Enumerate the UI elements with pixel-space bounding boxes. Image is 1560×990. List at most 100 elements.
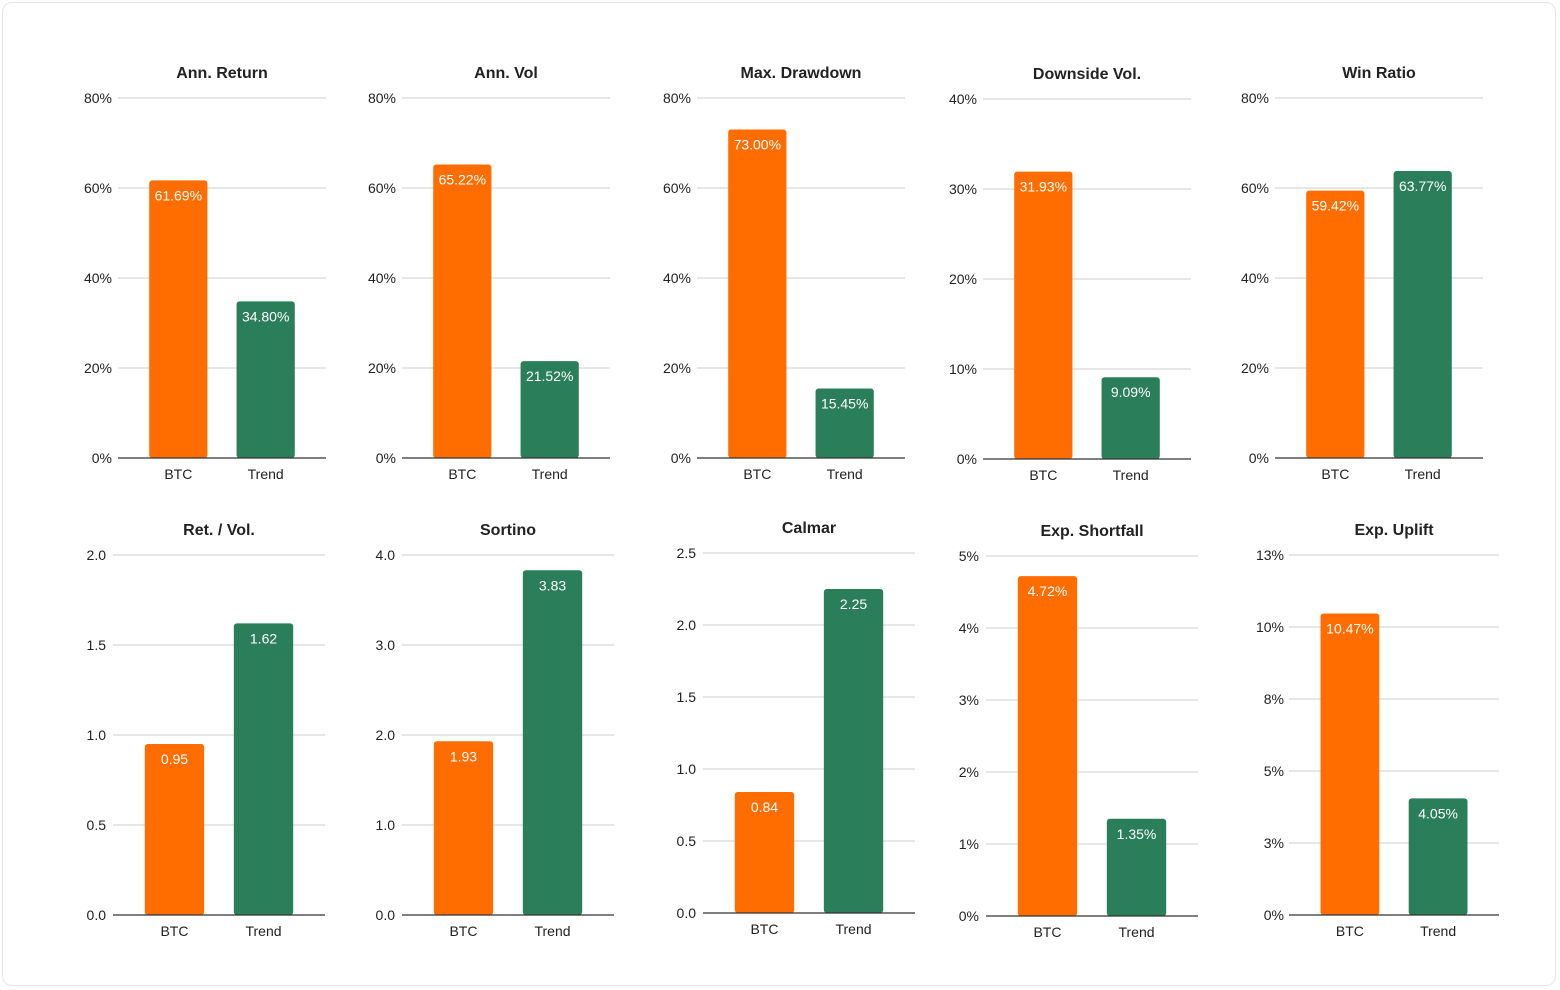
x-category-label: Trend <box>1118 924 1154 940</box>
y-tick-label: 3.0 <box>376 637 396 653</box>
bar-btc <box>1306 190 1365 459</box>
bar-trend <box>520 361 579 458</box>
y-tick-label: 2.0 <box>87 547 107 563</box>
bar-trend <box>236 301 295 458</box>
data-label: 63.77% <box>1399 178 1446 194</box>
data-label: 15.45% <box>821 395 868 411</box>
y-tick-label: 0% <box>1249 450 1269 466</box>
y-tick-label: 2.5 <box>677 545 697 561</box>
y-tick-label: 30% <box>949 181 977 197</box>
data-label: 9.09% <box>1111 384 1151 400</box>
x-category-label: BTC <box>1029 467 1057 483</box>
data-label: 0.84 <box>751 799 778 815</box>
x-category-label: Trend <box>1113 467 1149 483</box>
y-tick-label: 20% <box>949 271 977 287</box>
y-tick-label: 0.0 <box>677 905 697 921</box>
data-label: 34.80% <box>242 308 289 324</box>
x-category-label: BTC <box>743 466 771 482</box>
x-category-label: BTC <box>750 921 778 937</box>
chart-panel-7: Sortino 0.0 1.0 2.0 3.0 4.0 1.93 BTC 3.83 Trend <box>376 522 614 939</box>
y-tick-label: 1.0 <box>87 727 107 743</box>
data-label: 61.69% <box>155 187 202 203</box>
y-tick-label: 0% <box>957 451 977 467</box>
y-tick-label: 1.0 <box>677 761 697 777</box>
chart-title: Win Ratio <box>1342 65 1416 82</box>
y-tick-label: 80% <box>368 90 396 106</box>
y-tick-label: 10% <box>949 361 977 377</box>
y-tick-label: 0.0 <box>87 907 107 923</box>
y-tick-label: 2.0 <box>677 617 697 633</box>
x-category-label: Trend <box>835 921 871 937</box>
y-tick-label: 60% <box>84 180 112 196</box>
chart-title: Sortino <box>480 522 536 539</box>
data-label: 1.35% <box>1117 826 1157 842</box>
y-tick-label: 0% <box>92 450 112 466</box>
y-tick-label: 4% <box>959 620 979 636</box>
chart-panel-6: Ret. / Vol. 0.0 0.5 1.0 1.5 2.0 0.95 BTC 1.62 Tre… <box>87 522 325 939</box>
bar-trend <box>1106 818 1167 916</box>
x-category-label: BTC <box>1033 924 1061 940</box>
y-tick-label: 20% <box>84 360 112 376</box>
y-tick-label: 80% <box>1241 90 1269 106</box>
data-label: 4.72% <box>1028 583 1068 599</box>
data-label: 3.83 <box>539 577 566 593</box>
y-tick-label: 60% <box>663 180 691 196</box>
bar-btc <box>1320 613 1380 915</box>
bar-trend <box>1393 171 1452 458</box>
x-category-label: BTC <box>164 466 192 482</box>
y-tick-label: 1.5 <box>87 637 107 653</box>
bar-btc <box>1014 171 1073 459</box>
y-tick-label: 3% <box>959 692 979 708</box>
y-tick-label: 0% <box>1264 907 1284 923</box>
chart-title: Calmar <box>782 520 836 537</box>
chart-title: Exp. Shortfall <box>1040 523 1143 540</box>
y-tick-label: 2.0 <box>376 727 396 743</box>
y-tick-label: 4.0 <box>376 547 396 563</box>
y-tick-label: 0% <box>671 450 691 466</box>
chart-panel-3: Max. Drawdown 0% 20% 40% 60% 80% 73.00% BTC 15.4… <box>663 65 905 482</box>
bar-btc <box>144 744 205 915</box>
chart-title: Downside Vol. <box>1033 66 1141 83</box>
x-category-label: Trend <box>248 466 284 482</box>
y-tick-label: 10% <box>1256 619 1284 635</box>
y-tick-label: 1.0 <box>376 817 396 833</box>
chart-panel-2: Ann. Vol 0% 20% 40% 60% 80% 65.22% BTC 21.52% Tre… <box>368 65 610 482</box>
y-tick-label: 2% <box>959 764 979 780</box>
y-tick-label: 0% <box>376 450 396 466</box>
chart-title: Ret. / Vol. <box>183 522 255 539</box>
data-label: 4.05% <box>1418 805 1458 821</box>
x-category-label: Trend <box>534 923 570 939</box>
chart-title: Ann. Vol <box>474 65 538 82</box>
y-tick-label: 40% <box>949 91 977 107</box>
chart-title: Max. Drawdown <box>741 65 862 82</box>
bar-btc <box>734 792 795 913</box>
x-category-label: Trend <box>532 466 568 482</box>
y-tick-label: 1.5 <box>677 689 697 705</box>
y-tick-label: 20% <box>1241 360 1269 376</box>
x-category-label: Trend <box>1420 923 1456 939</box>
data-label: 0.95 <box>161 751 188 767</box>
chart-panel-1: Ann. Return 0% 20% 40% 60% 80% 61.69% BTC 34.80%… <box>84 65 326 482</box>
data-label: 59.42% <box>1312 198 1359 214</box>
y-tick-label: 0% <box>959 908 979 924</box>
data-label: 65.22% <box>439 172 486 188</box>
chart-title: Ann. Return <box>176 65 268 82</box>
y-tick-label: 3% <box>1264 835 1284 851</box>
bar-btc <box>149 180 208 458</box>
x-category-label: Trend <box>1405 466 1441 482</box>
chart-panel-8: Calmar 0.0 0.5 1.0 1.5 2.0 2.5 0.84 BTC 2.25 Trend <box>677 520 915 937</box>
y-tick-label: 40% <box>663 270 691 286</box>
y-tick-label: 5% <box>1264 763 1284 779</box>
y-tick-label: 20% <box>663 360 691 376</box>
data-label: 1.93 <box>450 748 477 764</box>
bar-btc <box>728 129 787 458</box>
x-category-label: Trend <box>245 923 281 939</box>
x-category-label: BTC <box>1321 466 1349 482</box>
y-tick-label: 40% <box>84 270 112 286</box>
data-label: 73.00% <box>734 137 781 153</box>
chart-panel-5: Win Ratio 0% 20% 40% 60% 80% 59.42% BTC 63.77% Tr… <box>1241 65 1483 482</box>
bar-trend <box>233 623 294 915</box>
chart-panel-9: Exp. Shortfall 0% 1% 2% 3% 4% 5% 4.72% BTC 1.35% T… <box>959 523 1198 940</box>
y-tick-label: 13% <box>1256 547 1284 563</box>
